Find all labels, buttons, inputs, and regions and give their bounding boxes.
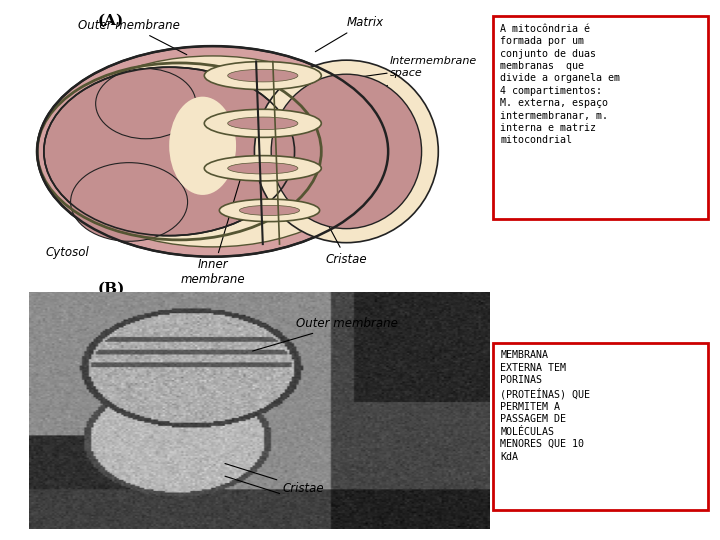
Text: A mitocôndria é
formada por um
conjunto de duas
membranas  que
divide a organela: A mitocôndria é formada por um conjunto … <box>500 24 621 145</box>
Ellipse shape <box>204 62 321 90</box>
Ellipse shape <box>240 205 300 215</box>
FancyBboxPatch shape <box>493 16 708 219</box>
Ellipse shape <box>228 163 298 174</box>
Text: Outer membrane: Outer membrane <box>78 18 186 55</box>
FancyBboxPatch shape <box>493 343 708 510</box>
Text: Cristae: Cristae <box>225 463 324 495</box>
Ellipse shape <box>169 97 236 195</box>
Ellipse shape <box>37 46 388 256</box>
Text: Inner
membrane: Inner membrane <box>180 163 246 286</box>
Ellipse shape <box>44 67 294 235</box>
Text: (A): (A) <box>97 14 123 28</box>
Ellipse shape <box>49 56 377 247</box>
Ellipse shape <box>204 156 321 181</box>
Text: Cristae: Cristae <box>314 199 367 266</box>
Text: Outer membrane: Outer membrane <box>253 317 398 351</box>
Ellipse shape <box>254 60 438 242</box>
Ellipse shape <box>71 163 188 241</box>
Ellipse shape <box>228 69 298 82</box>
Ellipse shape <box>204 109 321 137</box>
Text: Matrix: Matrix <box>315 16 384 52</box>
Text: MEMBRANA
EXTERNA TEM
PORINAS
(PROTEÍNAS) QUE
PERMITEM A
PASSAGEM DE
MOLÉCULAS
ME: MEMBRANA EXTERNA TEM PORINAS (PROTEÍNAS)… <box>500 350 590 462</box>
Ellipse shape <box>228 117 298 130</box>
Text: (B): (B) <box>97 282 125 296</box>
Ellipse shape <box>220 199 320 221</box>
Text: Cytosol: Cytosol <box>45 246 89 259</box>
Ellipse shape <box>96 69 196 139</box>
Ellipse shape <box>271 74 422 228</box>
Text: Intermembrane
space: Intermembrane space <box>390 56 477 78</box>
